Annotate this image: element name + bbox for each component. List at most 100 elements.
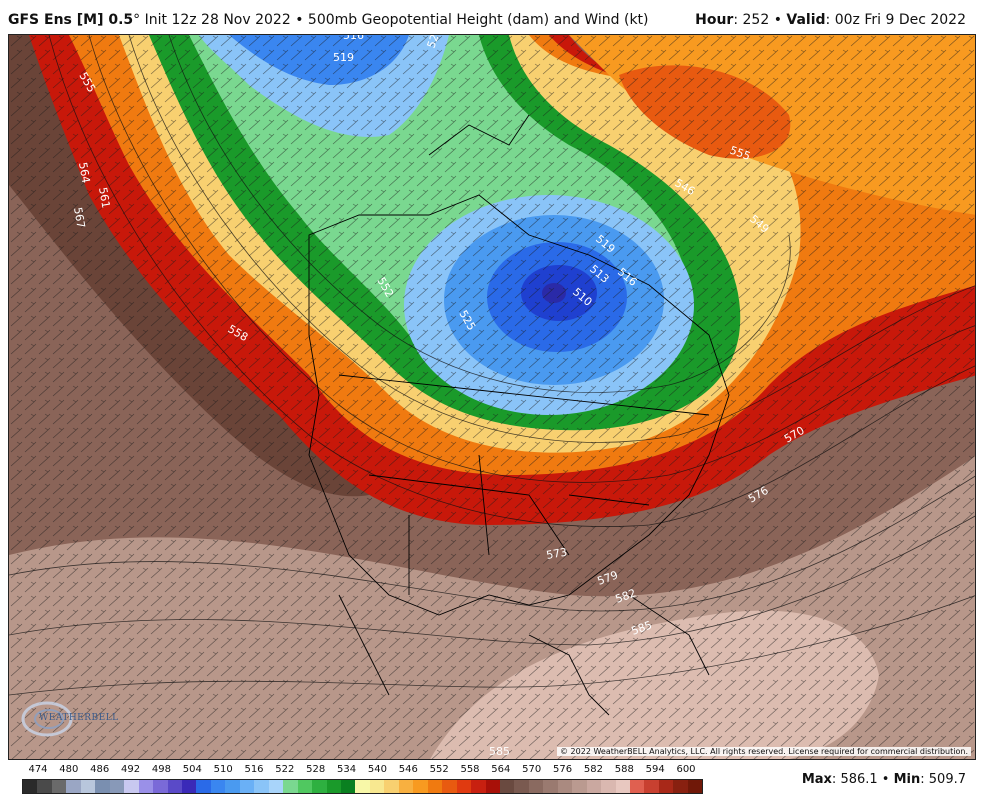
maxmin-separator: •	[881, 772, 890, 787]
contour-label: 561	[96, 186, 112, 209]
legend-tick-labels: 474 480 486 492 498 504 510 516 522 528 534 540 546 5…	[22, 764, 702, 778]
legend-swatch	[687, 780, 703, 793]
header: GFS Ens [M] 0.5° Init 12z 28 Nov 2022 • …	[0, 0, 984, 34]
hour-label: Hour	[695, 12, 734, 28]
contour-label: 585	[489, 745, 510, 758]
logo-text: WEATHERBELL	[39, 713, 119, 723]
legend-tick-label: 486	[90, 764, 110, 775]
wind-barbs	[9, 35, 975, 759]
legend-swatch	[80, 780, 96, 793]
legend-swatch	[442, 780, 457, 793]
legend-swatch	[572, 780, 587, 793]
legend-swatch	[601, 780, 616, 793]
weatherbell-logo: WEATHERBELL	[17, 697, 118, 741]
legend-swatch	[485, 780, 500, 793]
legend-swatch	[254, 780, 269, 793]
legend-swatch	[427, 780, 443, 793]
legend-swatch	[384, 780, 399, 793]
legend-swatch	[658, 780, 674, 793]
legend-swatch	[471, 780, 486, 793]
legend-swatch	[630, 780, 645, 793]
legend-tick-label: 588	[614, 764, 634, 775]
legend-swatch	[557, 780, 573, 793]
valid-value: 00z Fri 9 Dec 2022	[834, 12, 966, 28]
legend-swatch	[528, 780, 544, 793]
legend-swatch	[543, 780, 558, 793]
logo-swirl-icon	[21, 701, 73, 737]
legend-tick-label: 552	[429, 764, 449, 775]
legend-swatch	[124, 780, 139, 793]
legend-swatch	[95, 780, 110, 793]
color-legend: 474 480 486 492 498 504 510 516 522 528 534 540 546 5…	[22, 764, 703, 794]
legend-swatch	[196, 780, 211, 793]
legend-tick-label: 534	[337, 764, 357, 775]
legend-swatch	[615, 780, 631, 793]
legend-tick-label: 504	[182, 764, 202, 775]
weather-map: 516 519 528 555 564 561 567 558 510 513 …	[8, 34, 976, 760]
legend-tick-label: 528	[306, 764, 326, 775]
degree-symbol: °	[133, 12, 141, 28]
valid-time-block: Hour: 252 • Valid: 00z Fri 9 Dec 2022	[695, 12, 966, 28]
legend-tick-label: 582	[583, 764, 603, 775]
legend-tick-label: 570	[522, 764, 542, 775]
legend-swatch	[586, 780, 602, 793]
legend-swatch	[644, 780, 659, 793]
political-boundaries	[308, 114, 730, 716]
legend-swatch	[109, 780, 125, 793]
max-label: Max	[801, 772, 832, 787]
legend-swatch	[413, 780, 428, 793]
legend-swatch	[369, 780, 385, 793]
contour-label: 516	[343, 35, 364, 42]
legend-swatch	[239, 780, 255, 793]
legend-swatch	[283, 780, 298, 793]
hour-value: 252	[742, 12, 770, 28]
product-name: 500mb Geopotential Height (dam) and Wind…	[307, 12, 649, 28]
legend-swatch	[181, 780, 197, 793]
copyright-notice: © 2022 WeatherBELL Analytics, LLC. All r…	[557, 747, 971, 756]
max-value: 586.1	[840, 772, 878, 787]
legend-swatch	[225, 780, 240, 793]
legend-swatch	[153, 780, 168, 793]
legend-swatch	[398, 780, 414, 793]
legend-tick-label: 558	[460, 764, 480, 775]
legend-swatch	[355, 780, 370, 793]
title-separator: •	[295, 12, 304, 28]
contour-lines	[9, 35, 975, 696]
contour-label: 564	[76, 161, 92, 184]
valid-separator: •	[773, 12, 782, 28]
legend-swatch	[138, 780, 154, 793]
init-time: Init 12z 28 Nov 2022	[144, 12, 291, 28]
legend-tick-label: 492	[121, 764, 141, 775]
legend-tick-label: 564	[491, 764, 511, 775]
legend-tick-label: 594	[645, 764, 665, 775]
contour-label: 573	[545, 546, 568, 562]
legend-swatch	[673, 780, 688, 793]
min-label: Min	[893, 772, 921, 787]
legend-swatch	[340, 780, 356, 793]
legend-swatch	[499, 780, 515, 793]
legend-swatch	[66, 780, 81, 793]
legend-swatch	[268, 780, 284, 793]
legend-tick-label: 600	[676, 764, 696, 775]
legend-color-bar	[22, 779, 703, 794]
legend-swatch	[37, 780, 52, 793]
legend-tick-label: 522	[275, 764, 295, 775]
legend-swatch	[514, 780, 529, 793]
legend-swatch	[51, 780, 67, 793]
legend-swatch	[23, 780, 38, 793]
legend-tick-label: 516	[244, 764, 264, 775]
legend-tick-label: 498	[151, 764, 171, 775]
max-min-readout: Max: 586.1 • Min: 509.7	[801, 772, 966, 787]
legend-tick-label: 474	[28, 764, 48, 775]
legend-tick-label: 510	[213, 764, 233, 775]
legend-tick-label: 576	[553, 764, 573, 775]
map-title: GFS Ens [M] 0.5° Init 12z 28 Nov 2022 • …	[8, 12, 649, 28]
legend-swatch	[210, 780, 226, 793]
legend-swatch	[326, 780, 341, 793]
model-name: GFS Ens [M] 0.5	[8, 12, 134, 28]
legend-swatch	[167, 780, 182, 793]
min-value: 509.7	[928, 772, 966, 787]
contour-label: 567	[71, 206, 87, 229]
contour-label: 519	[333, 51, 354, 64]
legend-tick-label: 546	[398, 764, 418, 775]
